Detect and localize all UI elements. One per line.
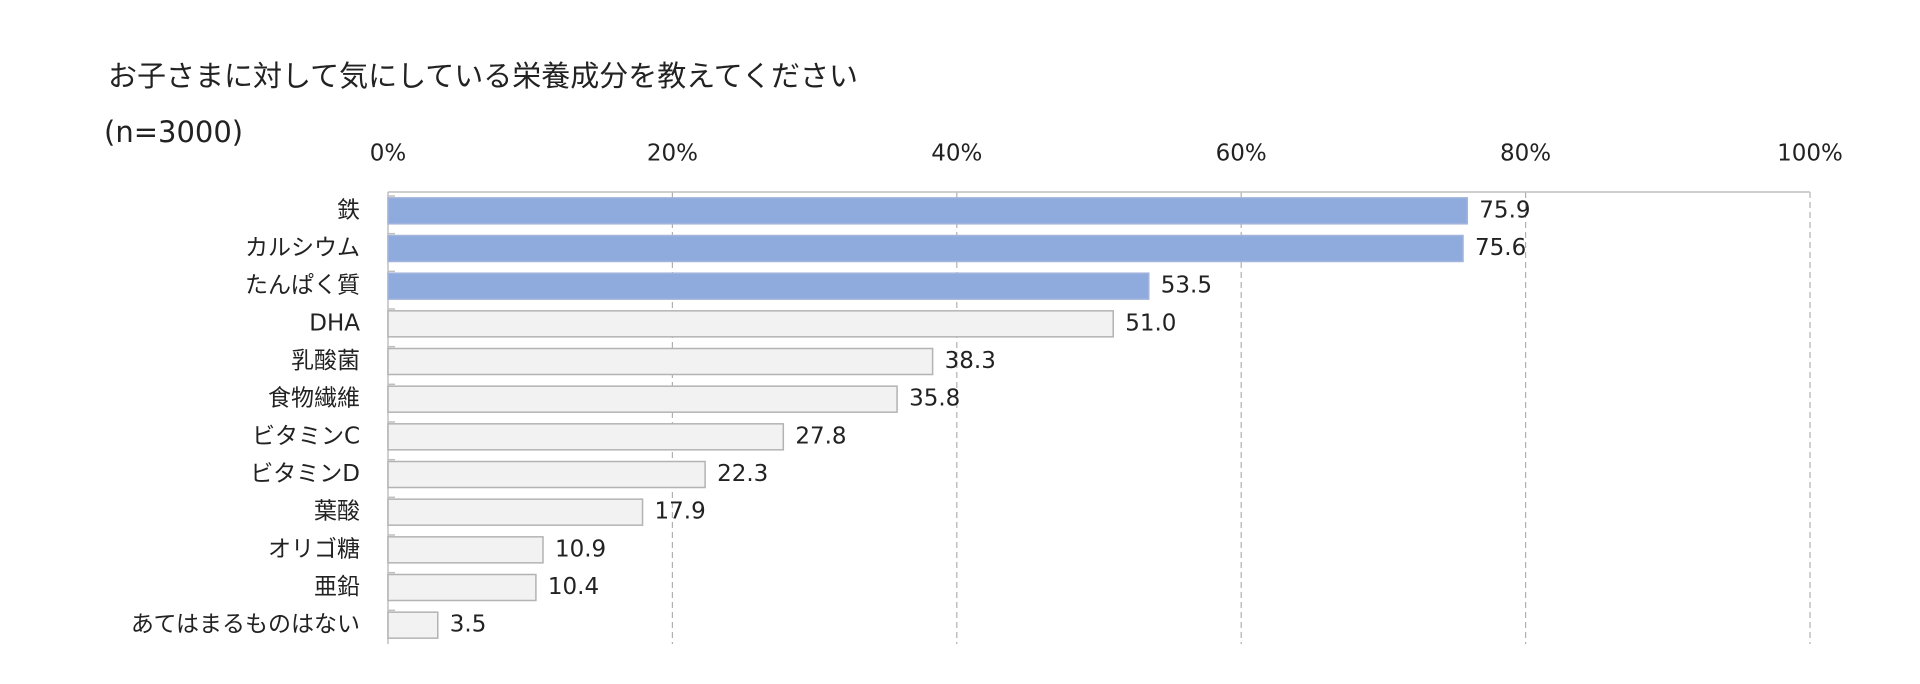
value-label: 75.6: [1475, 235, 1526, 261]
bar: [387, 573, 537, 602]
y-tick-label: 食物繊維: [268, 386, 360, 412]
value-label: 10.9: [555, 536, 606, 562]
bar: [387, 423, 785, 451]
y-tick-label: 葉酸: [314, 499, 360, 525]
bar: [387, 197, 1469, 225]
value-label: 3.5: [450, 612, 487, 638]
chart-subtitle: (n=3000): [104, 115, 243, 149]
value-label: 75.9: [1479, 197, 1530, 223]
bar: [387, 460, 706, 489]
y-tick-label: DHA: [309, 310, 360, 336]
bar: [387, 234, 1464, 263]
value-label: 35.8: [909, 386, 960, 412]
value-label: 53.5: [1161, 273, 1212, 299]
y-tick-label: 乳酸菌: [291, 348, 360, 374]
x-tick-label: 20%: [647, 141, 698, 167]
value-label: 51.0: [1125, 310, 1176, 336]
y-tick-label: たんぱく質: [245, 273, 360, 299]
x-tick-label: 0%: [370, 141, 407, 167]
value-label: 27.8: [795, 423, 846, 449]
y-tick-label: ビタミンC: [252, 423, 360, 449]
bar: [387, 536, 544, 564]
y-tick-label: 亜鉛: [314, 574, 360, 600]
x-tick-label: 80%: [1500, 141, 1551, 167]
chart-title: お子さまに対して気にしている栄養成分を教えてください: [108, 59, 858, 93]
bar: [387, 310, 1114, 338]
value-label: 17.9: [655, 499, 706, 525]
bar: [387, 498, 644, 526]
x-tick-label: 60%: [1216, 141, 1267, 167]
bar: [387, 347, 934, 376]
y-tick-label: 鉄: [337, 197, 360, 223]
y-tick-label: オリゴ糖: [268, 536, 360, 562]
x-tick-label: 40%: [931, 141, 982, 167]
value-label: 38.3: [945, 348, 996, 374]
y-tick-label: あてはまるものはない: [131, 612, 360, 638]
y-tick-label: カルシウム: [245, 235, 360, 261]
bar: [387, 385, 898, 413]
bar: [387, 272, 1150, 300]
value-label: 22.3: [717, 461, 768, 487]
x-tick-label: 100%: [1777, 141, 1843, 167]
bar: [387, 611, 439, 639]
value-label: 10.4: [548, 574, 599, 600]
y-tick-label: ビタミンD: [250, 461, 360, 487]
